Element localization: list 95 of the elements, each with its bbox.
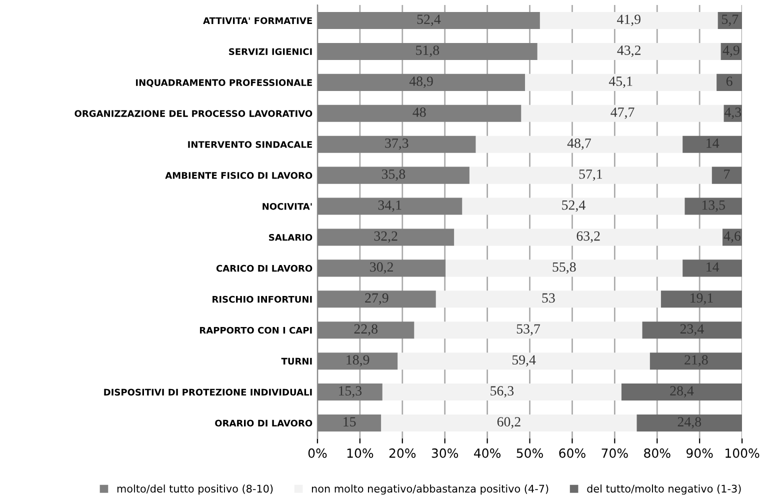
bar	[621, 384, 742, 401]
y-tick-label: TURNI	[281, 358, 312, 365]
y-tick-label: INTERVENTO SINDACALE	[188, 141, 312, 148]
data-label: 45,1	[608, 76, 632, 88]
data-label: 63,2	[576, 231, 600, 243]
data-label: 51,8	[416, 46, 440, 57]
bar	[454, 228, 723, 246]
y-tick-label: ATTIVITA' FORMATIVE	[203, 17, 312, 24]
y-tick-label: ORARIO DI LAVORO	[215, 420, 312, 427]
y-tick-label: INQUADRAMENTO PROFESSIONALE	[136, 79, 312, 88]
data-label: 4,9	[722, 46, 740, 57]
bar	[650, 352, 742, 370]
data-label: 57,1	[579, 169, 602, 181]
data-label: 15,3	[339, 386, 362, 398]
data-label: 34,1	[378, 200, 402, 212]
data-label: 30,2	[370, 262, 393, 274]
data-label: 52,4	[417, 14, 441, 26]
data-label: 19,1	[690, 293, 713, 305]
data-label: 55,8	[552, 262, 576, 274]
data-label: 28,4	[670, 386, 694, 398]
y-tick-label: ORGANIZZAZIONE DEL PROCESSO LAVORATIVO	[74, 110, 312, 117]
data-label: 21,8	[684, 355, 708, 367]
y-tick-label: CARICO DI LAVORO	[216, 264, 312, 272]
bar	[382, 384, 622, 401]
bar	[469, 166, 712, 184]
bar	[540, 12, 718, 30]
y-tick-label: SALARIO	[269, 234, 312, 241]
bar	[414, 322, 642, 339]
data-label: 41,9	[617, 14, 640, 26]
x-tick-label: 40%	[474, 448, 501, 458]
data-label: 53,7	[516, 324, 540, 336]
y-tick-label: RAPPORTO CON I CAPI	[200, 326, 312, 334]
data-label: 27,9	[365, 293, 388, 305]
bar	[716, 74, 742, 91]
bar	[436, 290, 661, 308]
data-label: 32,2	[374, 231, 398, 243]
bar	[636, 414, 742, 432]
data-label: 4,3	[724, 108, 742, 119]
bar	[712, 166, 742, 184]
data-label: 53	[542, 293, 555, 303]
bar	[521, 104, 724, 122]
bar	[446, 260, 683, 277]
bar	[660, 290, 742, 308]
data-label: 24,8	[678, 417, 702, 428]
bar	[682, 260, 742, 277]
legend-label: molto/del tutto positivo (8-10)	[117, 484, 273, 495]
x-tick-label: 70%	[602, 448, 628, 458]
y-tick-label: NOCIVITA'	[262, 203, 312, 210]
data-label: 23,4	[680, 324, 704, 336]
bar	[381, 414, 637, 432]
y-tick-label: AMBIENTE FISICO DI LAVORO	[165, 172, 312, 179]
y-tick-label: RISCHIO INFORTUNI	[212, 296, 312, 303]
data-label: 15	[344, 417, 356, 426]
data-label: 6	[726, 76, 732, 86]
data-label: 18,9	[346, 355, 370, 367]
x-tick-label: 50%	[516, 448, 543, 458]
data-label: 22,8	[354, 324, 378, 336]
x-tick-label: 80%	[644, 448, 670, 458]
bar	[684, 198, 742, 215]
x-tick-label: 0%	[308, 448, 327, 458]
bar	[718, 12, 742, 30]
data-label: 48,7	[567, 138, 591, 150]
x-tick-label: 90%	[686, 448, 713, 458]
y-tick-label: SERVIZI IGIENICI	[229, 48, 312, 56]
bar	[537, 42, 721, 60]
data-label: 4,6	[724, 231, 741, 243]
data-label: 5,7	[722, 14, 738, 26]
data-label: 13,5	[702, 200, 725, 212]
bar	[398, 352, 650, 370]
legend-label: del tutto/molto negativo (1-3)	[587, 484, 741, 495]
data-label: 43,2	[617, 46, 640, 57]
data-label: 14	[706, 138, 720, 148]
bar	[525, 74, 717, 91]
data-label: 37,3	[385, 138, 408, 150]
bar	[682, 136, 742, 153]
legend-label: non molto negativo/abbastanza positivo (4-7)	[312, 484, 548, 495]
x-tick-label: 60%	[559, 448, 586, 458]
data-label: 47,7	[610, 108, 634, 119]
data-label: 7	[724, 170, 730, 179]
bar	[642, 322, 742, 339]
x-tick-label: 30%	[432, 448, 458, 458]
data-label: 60,2	[497, 417, 520, 428]
x-tick-label: 10%	[347, 448, 374, 458]
y-tick-label: DISPOSITIVI DI PROTEZIONE INDIVIDUALI	[104, 388, 312, 396]
data-label: 35,8	[382, 169, 406, 181]
bar	[462, 198, 685, 215]
bar	[476, 136, 683, 153]
data-label: 56,3	[490, 386, 514, 398]
data-label: 59,4	[512, 355, 536, 367]
data-label: 14	[706, 262, 720, 272]
data-label: 48,9	[409, 76, 433, 88]
data-label: 48	[412, 108, 426, 117]
x-tick-label: 100%	[726, 448, 760, 458]
data-label: 52,4	[562, 200, 586, 212]
x-tick-label: 20%	[389, 448, 416, 458]
